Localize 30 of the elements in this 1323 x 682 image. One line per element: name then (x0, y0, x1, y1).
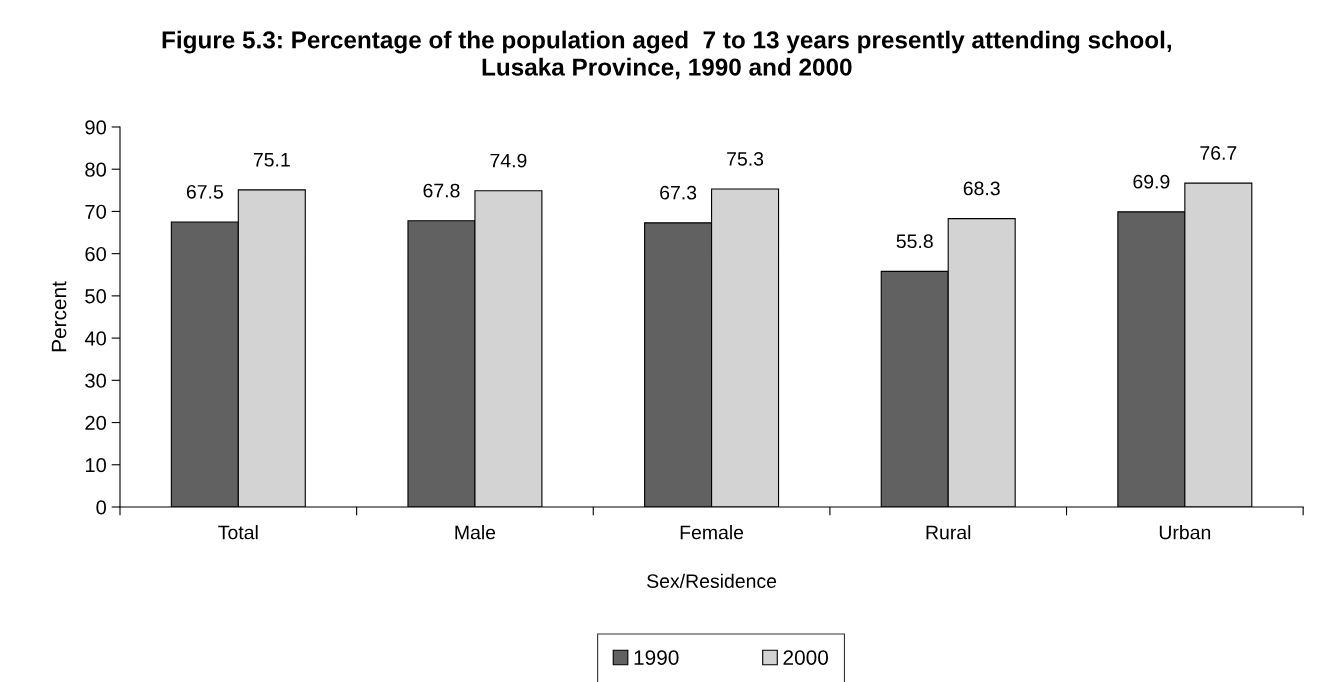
y-tick-label: 30 (85, 373, 107, 388)
legend-label: 2000 (783, 650, 829, 665)
y-tick-label: 50 (85, 289, 107, 304)
y-tick-label: 10 (85, 458, 107, 473)
x-tick-label: Urban (1159, 525, 1211, 540)
data-label: 55.8 (896, 234, 933, 249)
x-axis-title: Sex/Residence (647, 573, 777, 589)
y-tick-label: 40 (84, 331, 107, 346)
chart-title: Figure 5.3: Percentage of the population aged 7 to 13 years presently attending school, Lusaka Province, 1990 and 2000 (162, 30, 1172, 80)
x-tick-label: Male (455, 525, 496, 540)
y-axis-title: Percent (51, 281, 67, 352)
data-label: 67.3 (660, 185, 697, 200)
data-label: 74.9 (490, 153, 527, 168)
y-tick-label: 70 (85, 204, 107, 219)
data-label: 67.5 (186, 184, 223, 199)
y-tick-label: 80 (85, 162, 107, 177)
data-label: 67.8 (423, 183, 460, 198)
data-label: 75.1 (253, 153, 290, 167)
data-label: 75.3 (727, 152, 764, 166)
data-label: 68.3 (963, 181, 1000, 196)
data-label: 76.7 (1200, 146, 1237, 160)
data-label: 69.9 (1133, 174, 1170, 189)
y-tick-label: 90 (85, 120, 107, 135)
y-tick-label: 20 (85, 415, 107, 431)
y-tick-label: 0 (96, 500, 107, 515)
x-tick-label: Total (218, 525, 258, 540)
y-tick-label: 60 (85, 246, 107, 262)
x-tick-label: Female (680, 525, 744, 540)
legend-label: 1990 (634, 650, 679, 665)
x-tick-label: Rural (926, 525, 971, 540)
